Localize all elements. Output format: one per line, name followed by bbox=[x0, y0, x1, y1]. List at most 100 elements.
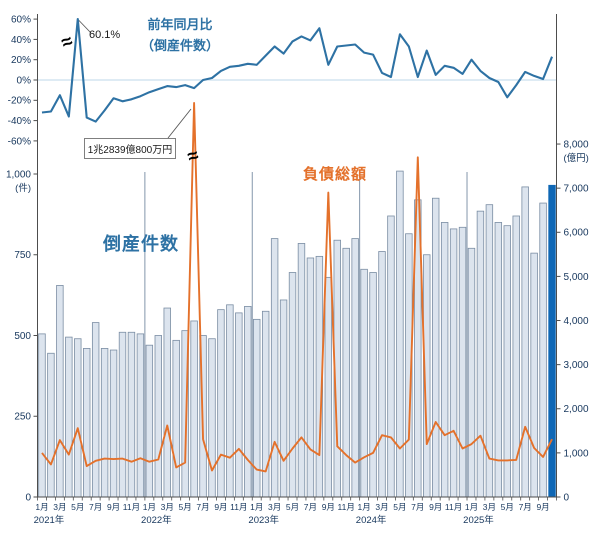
month-tick-label: 7月 bbox=[89, 502, 102, 512]
bar-2024-03 bbox=[378, 251, 386, 498]
pct-tick-label: 60% bbox=[11, 15, 31, 26]
liabilities-peak-annotation: 1兆2839億800万円 bbox=[84, 138, 176, 159]
year-label: 2023年 bbox=[248, 514, 279, 526]
bar-2021-06 bbox=[83, 348, 91, 498]
bar-2024-09 bbox=[431, 197, 440, 498]
bar-2021-10 bbox=[118, 331, 127, 498]
amount-tick-label: 2,000 bbox=[564, 404, 589, 415]
bar-2025-07 bbox=[521, 186, 529, 498]
month-tick-label: 7月 bbox=[411, 502, 424, 512]
bar-2025-08 bbox=[530, 252, 538, 498]
yoy-line-title-line2: （倒産件数） bbox=[140, 37, 219, 53]
bar-2025-10 bbox=[548, 184, 556, 498]
month-tick-label: 11月 bbox=[230, 502, 247, 512]
bar-2022-12 bbox=[244, 306, 252, 498]
bar-2025-05 bbox=[503, 225, 511, 498]
month-tick-label: 1月 bbox=[143, 502, 156, 512]
amount-tick-label: 3,000 bbox=[564, 360, 589, 371]
pct-tick-label: -20% bbox=[8, 96, 31, 107]
yoy-axis-break-icon: ≈ bbox=[58, 31, 76, 55]
month-tick-label: 5月 bbox=[179, 502, 192, 512]
month-tick-label: 5月 bbox=[393, 502, 406, 512]
month-tick-label: 3月 bbox=[483, 502, 496, 512]
month-tick-label: 7月 bbox=[196, 502, 209, 512]
bar-2025-02 bbox=[476, 210, 485, 498]
amount-tick-label: 7,000 bbox=[564, 184, 589, 195]
pct-tick-label: 20% bbox=[11, 55, 31, 66]
bar-2023-11 bbox=[342, 247, 350, 498]
bankruptcy-count-label: 倒産件数 bbox=[103, 234, 179, 254]
amount-unit-label: (億円) bbox=[564, 152, 589, 164]
liabilities-axis-break-icon: ≈ bbox=[185, 145, 202, 168]
year-label: 2021年 bbox=[34, 514, 65, 526]
bar-2021-07 bbox=[91, 322, 100, 498]
month-tick-label: 1月 bbox=[35, 502, 48, 512]
bar-2022-08 bbox=[208, 338, 216, 498]
liabilities-line bbox=[41, 102, 553, 473]
amount-tick-label: 6,000 bbox=[564, 228, 589, 239]
liabilities-label: 負債総額 bbox=[303, 166, 368, 183]
yoy-line bbox=[41, 17, 554, 123]
month-tick-label: 1月 bbox=[250, 502, 263, 512]
bar-2023-12 bbox=[351, 238, 359, 498]
bar-2021-09 bbox=[109, 349, 118, 498]
bar-2022-03 bbox=[163, 307, 171, 498]
bar-2022-09 bbox=[217, 309, 225, 498]
bar-2021-08 bbox=[100, 348, 109, 498]
bar-2024-04 bbox=[387, 215, 395, 498]
month-tick-label: 3月 bbox=[375, 502, 388, 512]
amount-tick-label: 1,000 bbox=[564, 448, 589, 459]
pct-tick-label: -40% bbox=[8, 116, 31, 127]
month-tick-label: 9月 bbox=[322, 502, 335, 512]
bar-2022-11 bbox=[235, 312, 243, 498]
amount-tick-label: 4,000 bbox=[564, 316, 589, 327]
amount-tick-label: 8,000 bbox=[564, 139, 589, 150]
month-tick-label: 1月 bbox=[357, 502, 370, 512]
bar-2025-01 bbox=[467, 247, 476, 498]
month-tick-label: 11月 bbox=[445, 502, 462, 512]
amount-tick-label: 0 bbox=[564, 492, 570, 503]
bar-2021-01 bbox=[38, 333, 46, 498]
yoy-line-title-line1: 前年同月比 bbox=[147, 17, 213, 32]
liabilities-annotation-connector bbox=[167, 108, 192, 139]
bar-2021-11 bbox=[127, 331, 136, 498]
count-tick-label: 1,000 bbox=[6, 169, 31, 180]
bar-2022-10 bbox=[226, 304, 234, 498]
year-label: 2024年 bbox=[356, 514, 387, 526]
bar-2021-03 bbox=[56, 285, 64, 498]
month-tick-label: 9月 bbox=[536, 502, 549, 512]
bar-2024-12 bbox=[458, 226, 467, 498]
bar-2022-02 bbox=[154, 335, 163, 498]
bar-2025-04 bbox=[494, 222, 503, 498]
bar-2022-06 bbox=[190, 320, 198, 498]
month-tick-label: 3月 bbox=[268, 502, 281, 512]
bar-2023-07 bbox=[306, 257, 315, 498]
bar-2024-11 bbox=[449, 228, 458, 498]
yoy-annotation-connector bbox=[78, 19, 92, 34]
count-unit-label: (件) bbox=[15, 182, 31, 194]
bar-2021-05 bbox=[74, 338, 82, 498]
month-tick-label: 7月 bbox=[519, 502, 532, 512]
month-tick-label: 7月 bbox=[304, 502, 317, 512]
bar-2022-04 bbox=[172, 339, 180, 498]
bar-2023-05 bbox=[288, 272, 297, 498]
bar-2021-02 bbox=[47, 352, 55, 498]
year-label: 2022年 bbox=[141, 514, 172, 526]
bar-2023-03 bbox=[270, 238, 279, 498]
month-tick-label: 9月 bbox=[214, 502, 227, 512]
count-tick-label: 0 bbox=[25, 492, 31, 503]
month-tick-label: 5月 bbox=[501, 502, 514, 512]
amount-tick-label: 5,000 bbox=[564, 272, 589, 283]
bar-2023-04 bbox=[279, 299, 288, 498]
bar-2024-02 bbox=[369, 272, 377, 498]
month-tick-label: 1月 bbox=[465, 502, 478, 512]
bar-2023-06 bbox=[297, 243, 306, 498]
month-tick-label: 3月 bbox=[161, 502, 174, 512]
month-tick-label: 11月 bbox=[123, 502, 140, 512]
year-label: 2025年 bbox=[463, 514, 494, 526]
bar-2024-10 bbox=[440, 222, 449, 498]
month-tick-label: 5月 bbox=[286, 502, 299, 512]
yoy-peak-annotation: 60.1% bbox=[89, 29, 121, 41]
pct-tick-label: -60% bbox=[8, 136, 31, 147]
